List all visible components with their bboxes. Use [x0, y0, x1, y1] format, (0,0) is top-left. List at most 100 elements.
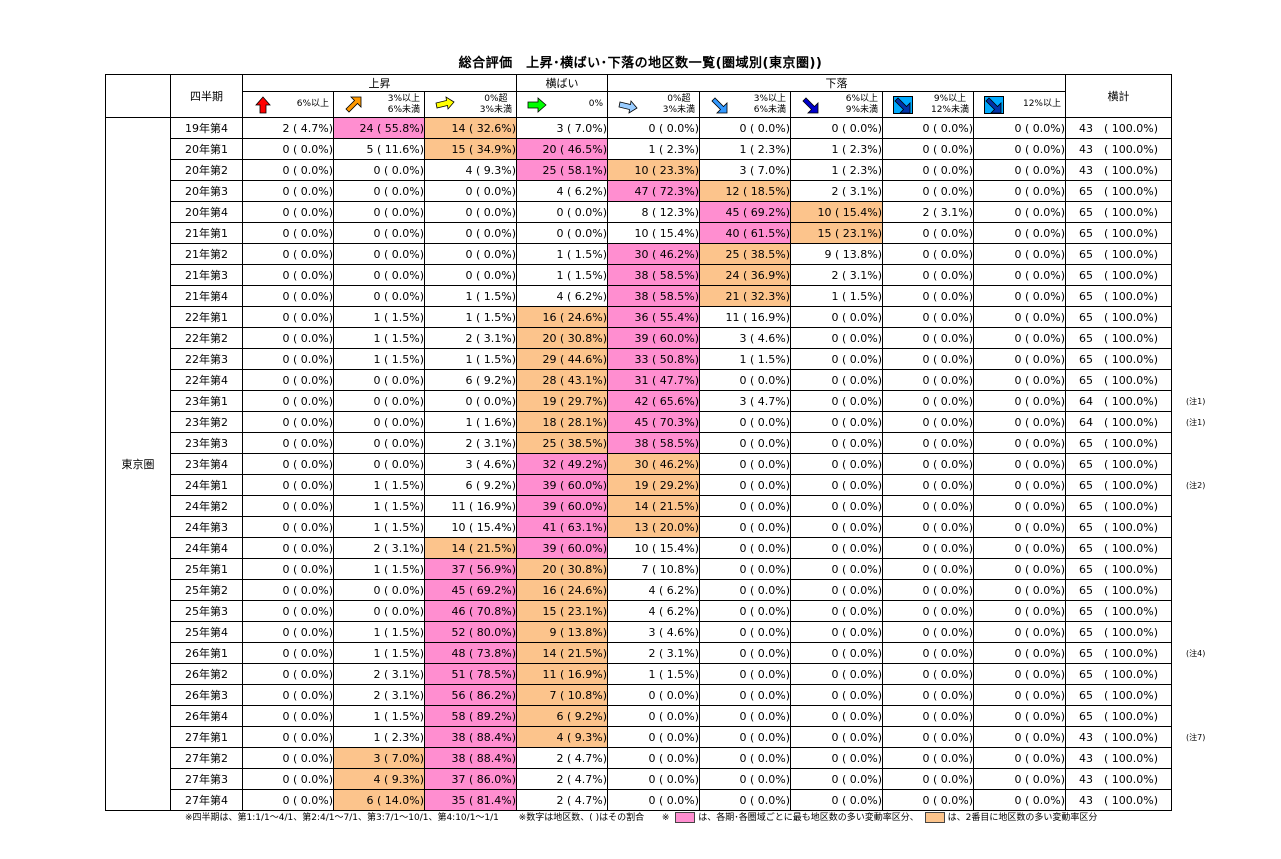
value-cell: 0 ( 0.0%): [699, 117, 791, 139]
value-cell: 0 ( 0.0%): [973, 747, 1066, 769]
down-group-header: 下落: [607, 74, 1066, 92]
value-cell: 0 ( 0.0%): [333, 159, 425, 181]
value-cell: 0 ( 0.0%): [790, 663, 883, 685]
value-cell: 0 ( 0.0%): [607, 747, 700, 769]
value-cell: 1 ( 1.5%): [790, 285, 883, 307]
total-cell: 65 ( 100.0%): [1065, 348, 1172, 370]
value-cell: 0 ( 0.0%): [242, 369, 334, 391]
table-row: 25年第2 0 ( 0.0%) 0 ( 0.0%) 45 ( 69.2%) 16 ( 2…: [106, 579, 1172, 601]
value-cell: 0 ( 0.0%): [973, 600, 1066, 622]
value-cell: 0 ( 0.0%): [973, 180, 1066, 202]
total-cell: 65 ( 100.0%): [1065, 327, 1172, 349]
total-cell: 65 ( 100.0%): [1065, 285, 1172, 307]
table-row: 24年第3 0 ( 0.0%) 1 ( 1.5%) 10 ( 15.4%) 41 ( 6…: [106, 516, 1172, 538]
value-cell: 9 ( 13.8%): [516, 621, 608, 643]
value-cell: 2 ( 3.1%): [333, 684, 425, 706]
value-cell: 0 ( 0.0%): [333, 453, 425, 475]
table-row: 東京圏 19年第4 2 ( 4.7%) 24 ( 55.8%) 14 ( 32.6%) 3…: [105, 117, 1172, 811]
value-cell: 7 ( 10.8%): [516, 684, 608, 706]
value-cell: 0 ( 0.0%): [882, 495, 974, 517]
total-cell: 65 ( 100.0%): [1065, 684, 1172, 706]
value-cell: 0 ( 0.0%): [333, 432, 425, 454]
value-cell: 45 ( 70.3%): [607, 411, 700, 433]
value-cell: 0 ( 0.0%): [333, 600, 425, 622]
region-cell: 東京圏: [105, 117, 171, 811]
rate-col-header-6: 3%以上 6%未満: [699, 91, 791, 118]
value-cell: 0 ( 0.0%): [242, 474, 334, 496]
total-cell: 65 ( 100.0%): [1065, 705, 1172, 727]
quarter-cell: 23年第1: [170, 390, 243, 412]
value-cell: 0 ( 0.0%): [973, 243, 1066, 265]
table-row: 23年第2 0 ( 0.0%) 0 ( 0.0%) 1 ( 1.6%) 18 ( 28.…: [106, 411, 1172, 433]
rate-col-label: 12%以上: [1022, 99, 1061, 109]
value-cell: 0 ( 0.0%): [882, 537, 974, 559]
value-cell: 0 ( 0.0%): [973, 621, 1066, 643]
value-cell: 0 ( 0.0%): [242, 663, 334, 685]
value-cell: 0 ( 0.0%): [882, 705, 974, 727]
value-cell: 15 ( 34.9%): [424, 138, 517, 160]
value-cell: 3 ( 4.6%): [424, 453, 517, 475]
value-cell: 0 ( 0.0%): [973, 327, 1066, 349]
arrow-right-up-yellow-icon: [435, 96, 455, 114]
value-cell: 0 ( 0.0%): [973, 390, 1066, 412]
arrow-down-right-boxed-icon: [893, 96, 913, 114]
table-row: 23年第3 0 ( 0.0%) 0 ( 0.0%) 2 ( 3.1%) 25 ( 38.…: [106, 432, 1172, 454]
value-cell: 0 ( 0.0%): [242, 138, 334, 160]
arrow-right-down-lightblue-icon: [618, 96, 638, 114]
value-cell: 0 ( 0.0%): [882, 621, 974, 643]
value-cell: 0 ( 0.0%): [699, 558, 791, 580]
value-cell: 2 ( 3.1%): [607, 642, 700, 664]
value-cell: 3 ( 7.0%): [516, 117, 608, 139]
value-cell: 0 ( 0.0%): [699, 474, 791, 496]
rate-col-header-3: 0%超 3%未満: [424, 91, 517, 118]
table-row: 26年第3 0 ( 0.0%) 2 ( 3.1%) 56 ( 86.2%) 7 ( 10…: [106, 684, 1172, 706]
value-cell: 0 ( 0.0%): [973, 117, 1066, 139]
value-cell: 2 ( 3.1%): [882, 201, 974, 223]
row-note: (注7): [1186, 732, 1206, 742]
value-cell: 1 ( 1.5%): [333, 474, 425, 496]
value-cell: 25 ( 38.5%): [699, 243, 791, 265]
value-cell: 0 ( 0.0%): [973, 306, 1066, 328]
value-cell: 20 ( 46.5%): [516, 138, 608, 160]
value-cell: 0 ( 0.0%): [242, 768, 334, 790]
value-cell: 1 ( 1.5%): [333, 348, 425, 370]
value-cell: 20 ( 30.8%): [516, 327, 608, 349]
table-row: 27年第1 0 ( 0.0%) 1 ( 2.3%) 38 ( 88.4%) 4 ( 9.…: [106, 726, 1172, 748]
value-cell: 0 ( 0.0%): [424, 264, 517, 286]
value-cell: 0 ( 0.0%): [699, 579, 791, 601]
value-cell: 0 ( 0.0%): [424, 222, 517, 244]
value-cell: 1 ( 1.5%): [516, 243, 608, 265]
rate-col-header-5: 0%超 3%未満: [607, 91, 700, 118]
value-cell: 0 ( 0.0%): [973, 369, 1066, 391]
value-cell: 14 ( 21.5%): [516, 642, 608, 664]
quarter-cell: 27年第3: [170, 768, 243, 790]
quarter-cell: 21年第2: [170, 243, 243, 265]
total-cell: 43 ( 100.0%): [1065, 138, 1172, 160]
quarter-cell: 22年第3: [170, 348, 243, 370]
value-cell: 0 ( 0.0%): [882, 579, 974, 601]
value-cell: 2 ( 3.1%): [424, 432, 517, 454]
quarter-cell: 26年第4: [170, 705, 243, 727]
value-cell: 2 ( 4.7%): [516, 789, 608, 811]
value-cell: 0 ( 0.0%): [699, 726, 791, 748]
value-cell: 15 ( 23.1%): [790, 222, 883, 244]
value-cell: 0 ( 0.0%): [699, 411, 791, 433]
second-note: は、2番目に地区数の多い変動率区分: [947, 813, 1098, 823]
value-cell: 2 ( 3.1%): [333, 537, 425, 559]
total-cell: 65 ( 100.0%): [1065, 621, 1172, 643]
table-row: 27年第2 0 ( 0.0%) 3 ( 7.0%) 38 ( 88.4%) 2 ( 4.…: [106, 747, 1172, 769]
value-cell: 3 ( 4.6%): [699, 327, 791, 349]
table-row: 27年第4 0 ( 0.0%) 6 ( 14.0%) 35 ( 81.4%) 2 ( 4…: [106, 789, 1172, 811]
rate-col-header-1: 6%以上: [242, 91, 334, 118]
value-cell: 0 ( 0.0%): [790, 768, 883, 790]
value-cell: 0 ( 0.0%): [699, 516, 791, 538]
value-cell: 0 ( 0.0%): [242, 516, 334, 538]
value-cell: 39 ( 60.0%): [607, 327, 700, 349]
value-cell: 0 ( 0.0%): [607, 684, 700, 706]
value-cell: 0 ( 0.0%): [973, 495, 1066, 517]
quarter-cell: 25年第4: [170, 621, 243, 643]
value-cell: 0 ( 0.0%): [516, 201, 608, 223]
table-row: 21年第2 0 ( 0.0%) 0 ( 0.0%) 0 ( 0.0%) 1 ( 1.5%…: [106, 243, 1172, 265]
quarter-cell: 23年第3: [170, 432, 243, 454]
value-cell: 30 ( 46.2%): [607, 243, 700, 265]
